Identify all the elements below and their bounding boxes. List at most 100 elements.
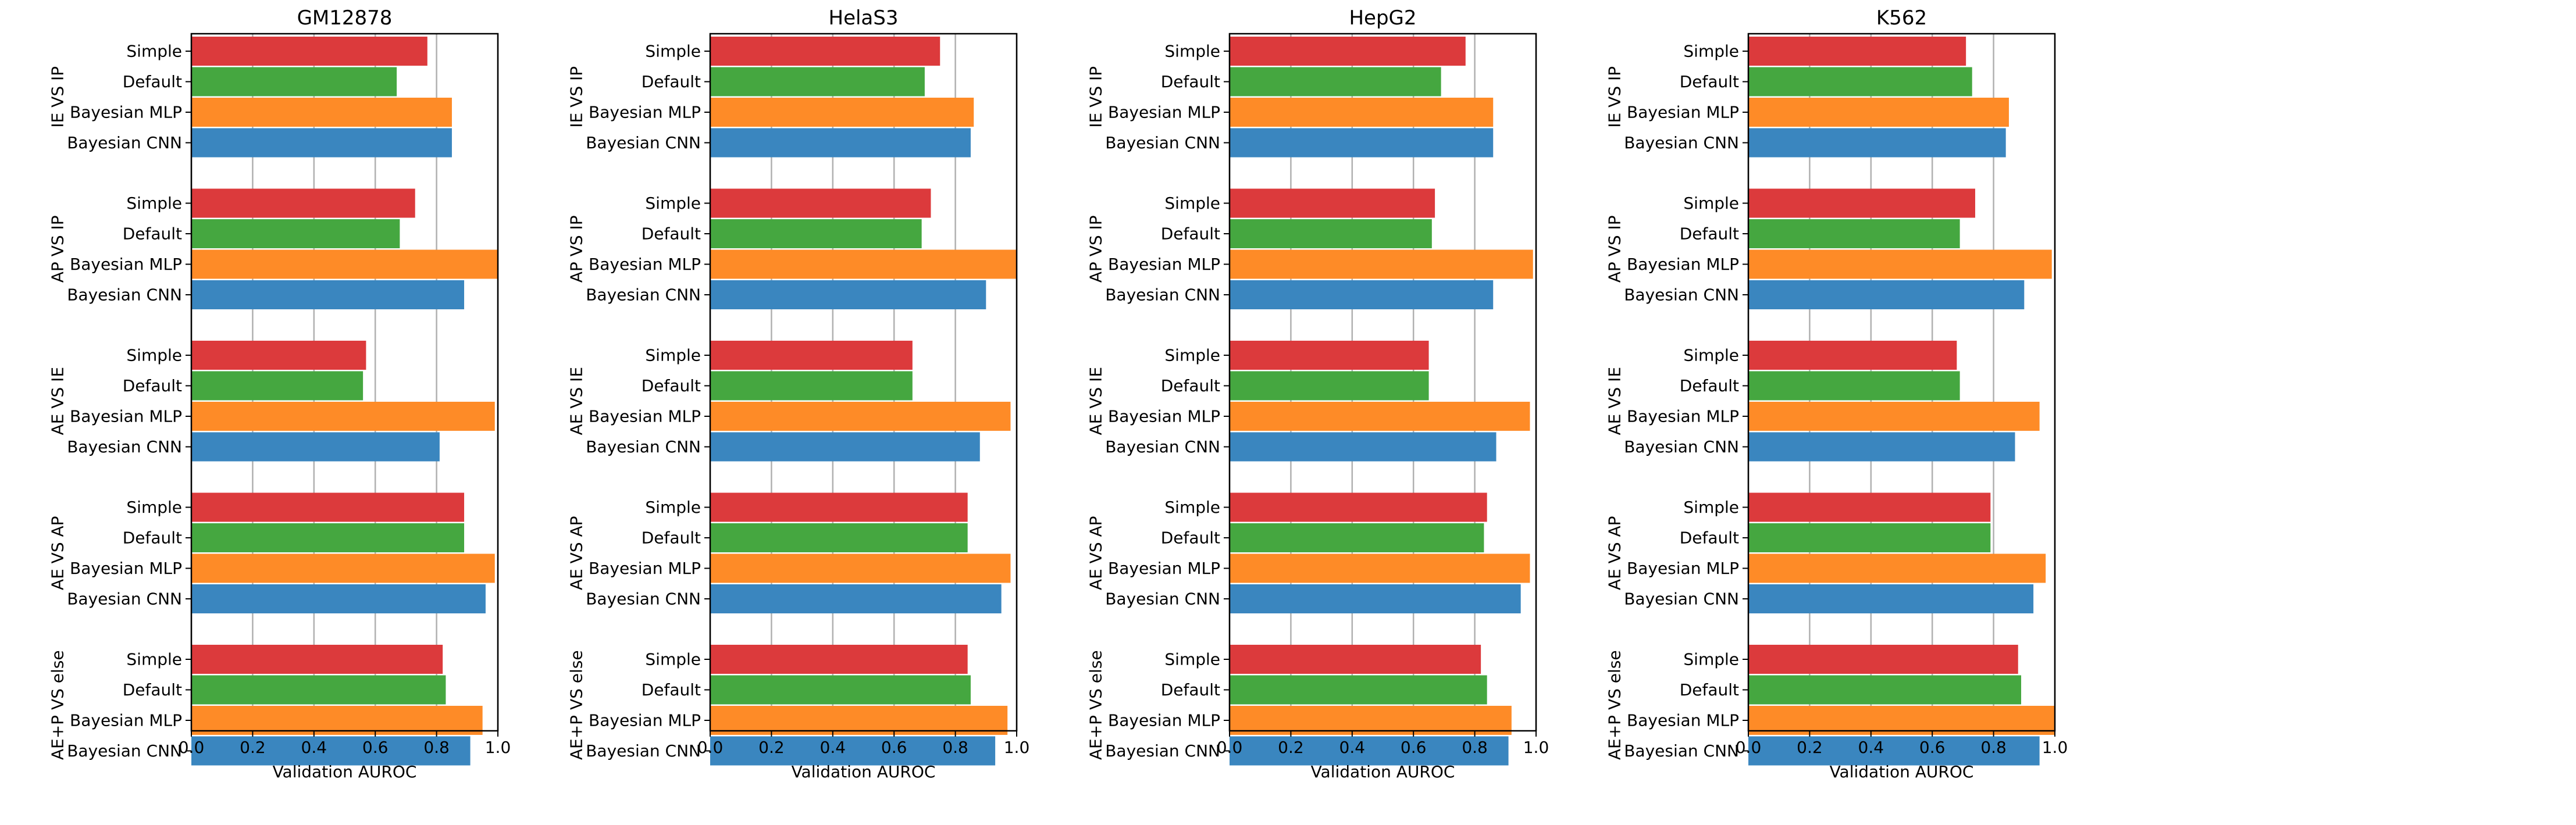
y-tick-label: Default	[1161, 72, 1220, 91]
y-tick-label: Default	[1161, 528, 1220, 548]
y-tick-label: Bayesian MLP	[589, 711, 701, 730]
y-tick-label: Default	[123, 224, 182, 244]
x-axis-label: Validation AUROC	[1311, 762, 1455, 781]
x-tick-label: 1.0	[1004, 738, 1030, 757]
bar	[1748, 432, 2015, 462]
bar	[1748, 188, 1975, 218]
y-tick-label: Bayesian MLP	[70, 559, 182, 578]
x-tick-label: 0.0	[179, 738, 205, 757]
x-tick-label: 1.0	[485, 738, 511, 757]
bar	[1230, 67, 1441, 97]
bar	[1230, 219, 1432, 248]
x-tick-label: 0.2	[758, 738, 785, 757]
y-tick-label: Default	[1161, 224, 1220, 244]
group-label: IE VS IP	[1086, 66, 1106, 128]
x-tick-label: 0.4	[1339, 738, 1366, 757]
y-tick-label: Bayesian MLP	[70, 711, 182, 730]
bar	[710, 675, 971, 705]
y-tick-label: Simple	[1683, 498, 1739, 517]
x-tick-label: 0.2	[1797, 738, 1823, 757]
y-tick-label: Bayesian CNN	[1105, 133, 1220, 152]
bar	[191, 249, 498, 279]
bar	[710, 67, 925, 97]
y-tick-label: Default	[642, 72, 701, 91]
y-tick-label: Bayesian CNN	[67, 741, 182, 760]
y-tick-label: Bayesian CNN	[1105, 437, 1220, 456]
bar	[1748, 584, 2034, 613]
x-tick-label: 1.0	[1523, 738, 1549, 757]
y-tick-label: Simple	[1164, 194, 1220, 213]
y-tick-label: Simple	[645, 498, 701, 517]
y-tick-label: Bayesian MLP	[589, 255, 701, 274]
y-tick-label: Simple	[645, 650, 701, 669]
y-tick-label: Default	[1680, 72, 1739, 91]
y-tick-label: Bayesian CNN	[586, 133, 701, 152]
y-tick-label: Bayesian CNN	[1624, 437, 1739, 456]
group-label: AP VS IP	[567, 215, 586, 283]
bar	[1748, 553, 2046, 583]
bar	[191, 492, 465, 522]
bar	[710, 736, 996, 766]
y-tick-label: Simple	[126, 346, 182, 365]
y-tick-label: Bayesian MLP	[1627, 103, 1739, 122]
y-tick-label: Bayesian MLP	[1108, 103, 1220, 122]
bar	[191, 706, 483, 735]
group-label: IE VS IP	[567, 66, 586, 128]
bar	[710, 98, 974, 127]
bar	[191, 219, 400, 248]
y-tick-label: Simple	[645, 194, 701, 213]
bar	[1748, 523, 1991, 552]
y-tick-label: Simple	[1683, 650, 1739, 669]
chart-title: K562	[1876, 6, 1927, 30]
bar	[1748, 371, 1960, 401]
y-tick-label: Simple	[1164, 42, 1220, 61]
bar	[1230, 553, 1530, 583]
bar	[710, 553, 1011, 583]
bar	[1230, 249, 1533, 279]
y-tick-label: Simple	[1683, 42, 1739, 61]
bar	[1230, 341, 1429, 370]
y-tick-label: Default	[1680, 224, 1739, 244]
x-tick-label: 0.0	[1217, 738, 1243, 757]
bar	[1230, 584, 1521, 613]
bar	[191, 584, 486, 613]
bar	[1230, 675, 1487, 705]
x-tick-label: 0.4	[1858, 738, 1884, 757]
bar	[191, 553, 495, 583]
bar	[710, 249, 1017, 279]
bar	[191, 371, 364, 401]
bar	[1230, 128, 1494, 158]
y-tick-label: Default	[1680, 376, 1739, 395]
y-tick-label: Bayesian MLP	[589, 407, 701, 426]
bar	[1748, 280, 2025, 309]
x-tick-label: 0.6	[1401, 738, 1427, 757]
x-tick-label: 0.6	[1919, 738, 1946, 757]
group-label: AE+P VS else	[567, 650, 586, 760]
y-tick-label: Simple	[126, 498, 182, 517]
x-tick-label: 0.6	[881, 738, 907, 757]
y-tick-label: Default	[1161, 680, 1220, 699]
y-tick-label: Default	[1161, 376, 1220, 395]
y-tick-label: Simple	[645, 42, 701, 61]
bar	[1748, 98, 2009, 127]
y-tick-label: Default	[123, 528, 182, 548]
y-tick-label: Bayesian CNN	[1624, 590, 1739, 609]
x-tick-label: 1.0	[2042, 738, 2068, 757]
y-tick-label: Default	[642, 680, 701, 699]
y-tick-label: Simple	[126, 42, 182, 61]
y-tick-label: Default	[1680, 680, 1739, 699]
y-tick-label: Default	[123, 72, 182, 91]
y-tick-label: Bayesian MLP	[70, 103, 182, 122]
y-tick-label: Simple	[645, 346, 701, 365]
axes-frame	[190, 33, 499, 732]
bar	[710, 280, 986, 309]
y-tick-label: Default	[123, 680, 182, 699]
y-tick-label: Bayesian CNN	[67, 285, 182, 305]
bar	[1748, 492, 1991, 522]
y-tick-label: Bayesian CNN	[67, 437, 182, 456]
y-tick-label: Bayesian CNN	[586, 590, 701, 609]
bar	[191, 67, 397, 97]
